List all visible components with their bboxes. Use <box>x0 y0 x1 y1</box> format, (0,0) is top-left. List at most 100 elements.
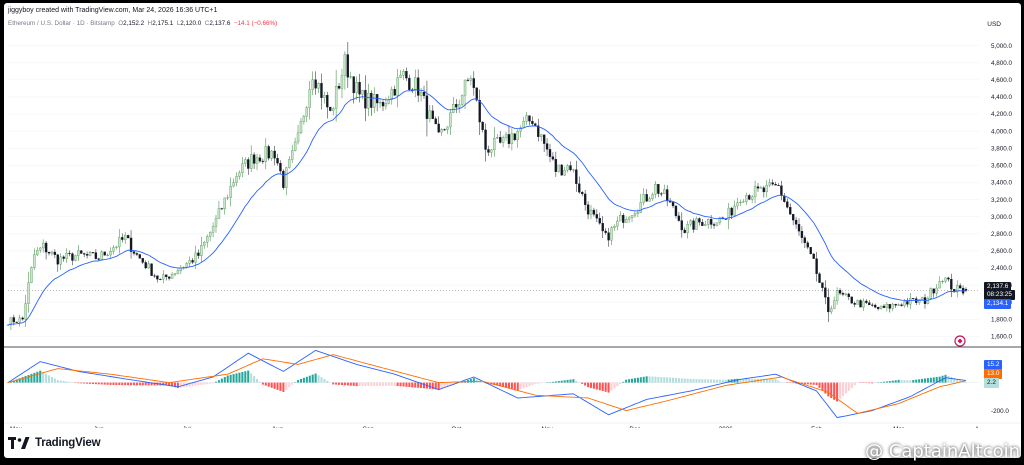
open-label: O <box>118 20 124 27</box>
tradingview-brand[interactable]: TradingView <box>8 430 101 456</box>
macd-histogram-bar <box>390 382 393 386</box>
macd-histogram-bar <box>411 382 414 388</box>
price-tick-label: 1,600.0 <box>991 334 1013 341</box>
macd-histogram-bar <box>944 374 947 383</box>
symbol-name[interactable]: Ethereum / U.S. Dollar · 1D · Bitstamp <box>8 20 115 27</box>
candle <box>30 266 33 284</box>
macd-histogram-bar <box>364 382 367 386</box>
macd-histogram-bar <box>141 382 144 386</box>
time-axis-label: May <box>10 426 23 428</box>
macd-histogram-bar <box>188 382 191 387</box>
candle <box>200 236 203 262</box>
candle <box>252 152 256 170</box>
candle <box>941 279 944 284</box>
candle <box>642 188 645 206</box>
macd-histogram-bar <box>827 382 830 397</box>
candle <box>56 253 59 272</box>
macd-histogram-bar <box>379 382 382 386</box>
macd-histogram-bar <box>560 380 563 383</box>
macd-histogram-bar <box>367 382 370 386</box>
candle <box>821 282 824 292</box>
candle <box>220 207 224 210</box>
macd-histogram-bar <box>171 382 174 387</box>
candle <box>317 82 320 93</box>
macd-histogram-bar <box>153 382 156 386</box>
price-chart[interactable]: 1,600.01,800.02,000.02,200.02,400.02,600… <box>4 3 1021 428</box>
candle <box>115 245 118 250</box>
macd-histogram-bar <box>721 379 724 383</box>
high-value: 2,175.1 <box>152 20 174 27</box>
macd-histogram-bar <box>595 382 598 390</box>
candle <box>460 94 464 107</box>
signal-line <box>7 354 967 414</box>
candle <box>622 212 625 229</box>
macd-histogram-bar <box>900 380 903 383</box>
macd-histogram-bar <box>179 382 182 388</box>
candle <box>173 273 177 277</box>
candle <box>203 240 206 249</box>
macd-histogram-bar <box>214 381 218 383</box>
candle <box>270 150 273 161</box>
macd-histogram-bar <box>335 382 338 385</box>
macd-histogram-bar <box>718 379 721 383</box>
candle <box>906 297 909 308</box>
price-tick-label: 3,200.0 <box>991 197 1013 204</box>
candle <box>191 257 194 265</box>
macd-histogram-bar <box>288 382 291 388</box>
candle <box>469 75 473 86</box>
candle <box>53 249 57 259</box>
macd-histogram-bar <box>818 382 821 388</box>
price-tick-labels: 1,600.01,800.02,000.02,200.02,400.02,600… <box>991 43 1013 341</box>
macd-histogram-bar <box>121 382 124 386</box>
macd-histogram-bar <box>191 382 194 387</box>
macd-histogram-bar <box>244 371 247 383</box>
macd-histogram-bar <box>226 375 229 383</box>
macd-histogram-bar <box>589 382 593 388</box>
candle <box>217 200 221 219</box>
candle <box>504 131 508 141</box>
candle <box>167 276 171 281</box>
macd-histogram-bar <box>932 377 935 383</box>
candle <box>414 69 417 98</box>
macd-histogram-bar <box>250 373 253 383</box>
macd-histogram-bar <box>531 382 534 386</box>
candle <box>742 199 745 203</box>
macd-histogram-bar <box>241 371 244 383</box>
candle <box>689 219 692 227</box>
change-value: −14.1 (−0.66%) <box>233 20 278 27</box>
macd-histogram-bar <box>806 382 809 385</box>
candle <box>607 227 610 247</box>
candle <box>557 164 560 173</box>
candle <box>255 153 259 171</box>
candle <box>188 256 191 268</box>
macd-histogram-bar <box>135 382 138 386</box>
candle <box>909 292 912 310</box>
macd-histogram-bar <box>610 382 613 391</box>
macd-histogram-bar <box>422 382 426 389</box>
macd-histogram-bar <box>689 378 692 383</box>
candle <box>428 104 432 123</box>
candle <box>707 218 710 229</box>
macd-histogram-bar <box>698 379 701 383</box>
macd-histogram-bar <box>513 382 516 390</box>
candle <box>616 216 619 231</box>
macd-histogram-bar <box>651 376 654 383</box>
macd-histogram-bar <box>727 379 730 383</box>
candle <box>698 217 701 226</box>
candle <box>487 145 490 156</box>
candle <box>803 235 807 249</box>
macd-histogram-bar <box>168 382 171 386</box>
candle <box>525 111 528 126</box>
macd-histogram-bar <box>33 372 36 383</box>
candle <box>944 277 947 284</box>
candle <box>85 251 89 259</box>
candle <box>355 76 358 100</box>
candle <box>206 234 209 248</box>
macd-histogram-bar <box>812 382 815 385</box>
macd-histogram-bar <box>888 381 891 383</box>
candle <box>789 203 792 215</box>
macd-histogram-bar <box>417 382 420 388</box>
candle <box>501 135 505 148</box>
candle <box>179 264 183 275</box>
macd-histogram-bar <box>50 376 53 383</box>
